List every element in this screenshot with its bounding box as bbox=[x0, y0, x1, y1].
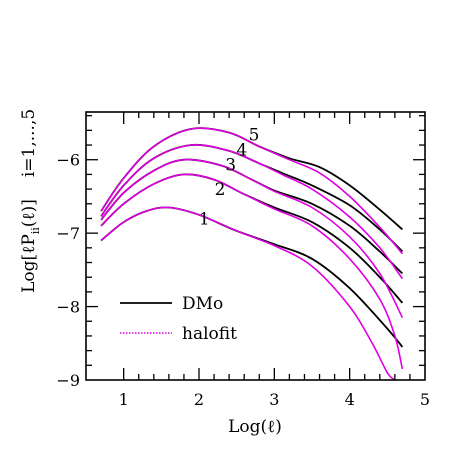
series-line-halofit-bin-3 bbox=[100, 158, 404, 318]
x-tick-label: 4 bbox=[345, 390, 355, 409]
legend: DMo halofit bbox=[120, 294, 237, 344]
series-line-halofit-bin-1 bbox=[100, 206, 396, 380]
curve-labels: 12 345 bbox=[199, 126, 260, 230]
y-axis-title-main: Log[ℓP bbox=[19, 234, 39, 293]
axis-ticks bbox=[86, 112, 425, 380]
curve-label-3: 3 bbox=[225, 156, 236, 176]
x-axis-title: Log(ℓ) bbox=[228, 417, 282, 437]
curves bbox=[100, 127, 404, 380]
series-line-halofit-bin-4 bbox=[100, 143, 404, 280]
series-line-dmo-bin-2 bbox=[100, 173, 404, 304]
svg-text:Log[ℓPii(ℓ)]: Log[ℓPii(ℓ)] bbox=[19, 199, 42, 293]
series-line-halofit-bin-2 bbox=[100, 173, 404, 370]
y-tick-label: −7 bbox=[56, 224, 80, 243]
y-axis-title-tail: (ℓ)] bbox=[19, 199, 39, 227]
tick-labels: 1 2 3 4 5−9−8−7−6 bbox=[56, 151, 430, 409]
curve-label-1: 1 bbox=[199, 209, 210, 229]
y-tick-label: −9 bbox=[56, 371, 80, 390]
legend-label-halofit: halofit bbox=[182, 324, 237, 344]
series-line-dmo-bin-3 bbox=[100, 158, 404, 275]
y-axis-title-sub: ii bbox=[29, 227, 42, 235]
y-tick-label: −8 bbox=[56, 298, 80, 317]
x-tick-label: 3 bbox=[269, 390, 279, 409]
series-line-dmo-bin-1 bbox=[100, 206, 404, 348]
x-tick-label: 5 bbox=[420, 390, 430, 409]
series-line-halofit-bin-5 bbox=[100, 127, 404, 255]
curve-label-4: 4 bbox=[237, 140, 248, 160]
plot-frame bbox=[85, 111, 426, 381]
curve-label-2: 2 bbox=[215, 180, 226, 200]
legend-label-dmo: DMo bbox=[182, 294, 223, 314]
y-tick-label: −6 bbox=[56, 151, 80, 170]
y-axis-title: Log[ℓPii(ℓ)] bbox=[19, 199, 42, 293]
y-axis-title-right: i=1,...,5 bbox=[19, 109, 39, 177]
x-tick-label: 1 bbox=[119, 390, 129, 409]
curve-label-5: 5 bbox=[249, 126, 260, 146]
x-tick-label: 2 bbox=[194, 390, 204, 409]
